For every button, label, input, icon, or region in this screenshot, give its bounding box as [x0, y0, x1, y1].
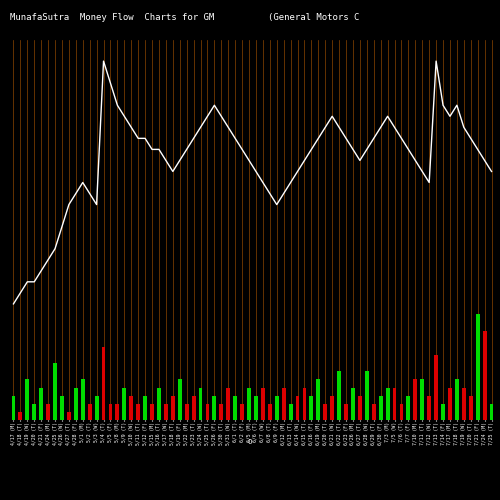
Bar	[178, 380, 182, 420]
Bar	[32, 404, 36, 420]
Bar	[282, 388, 286, 420]
Bar	[358, 396, 362, 420]
Bar	[434, 355, 438, 420]
Bar	[192, 396, 196, 420]
Bar	[157, 388, 161, 420]
Bar	[302, 388, 306, 420]
Bar	[310, 396, 314, 420]
Bar	[324, 404, 327, 420]
Bar	[420, 380, 424, 420]
Bar	[26, 380, 29, 420]
Bar	[482, 330, 486, 420]
Bar	[448, 388, 452, 420]
Bar	[316, 380, 320, 420]
Bar	[185, 404, 188, 420]
Bar	[476, 314, 480, 420]
Bar	[379, 396, 382, 420]
Bar	[365, 372, 368, 420]
Bar	[81, 380, 84, 420]
Text: MunafaSutra  Money Flow  Charts for GM          (General Motors C: MunafaSutra Money Flow Charts for GM (Ge…	[10, 12, 360, 22]
Bar	[220, 404, 223, 420]
Bar	[428, 396, 431, 420]
Bar	[108, 404, 112, 420]
Bar	[372, 404, 376, 420]
Bar	[171, 396, 174, 420]
Bar	[116, 404, 119, 420]
Bar	[344, 404, 348, 420]
Bar	[12, 396, 16, 420]
Text: 0: 0	[248, 440, 252, 446]
Bar	[400, 404, 404, 420]
Bar	[330, 396, 334, 420]
Bar	[67, 412, 71, 420]
Bar	[212, 396, 216, 420]
Bar	[234, 396, 237, 420]
Bar	[455, 380, 459, 420]
Bar	[94, 396, 98, 420]
Bar	[254, 396, 258, 420]
Bar	[74, 388, 78, 420]
Bar	[275, 396, 278, 420]
Bar	[469, 396, 472, 420]
Bar	[53, 363, 57, 420]
Bar	[88, 404, 92, 420]
Bar	[60, 396, 64, 420]
Bar	[240, 404, 244, 420]
Bar	[150, 404, 154, 420]
Bar	[414, 380, 417, 420]
Bar	[337, 372, 341, 420]
Bar	[296, 396, 300, 420]
Bar	[490, 404, 494, 420]
Bar	[247, 388, 251, 420]
Bar	[261, 388, 265, 420]
Bar	[392, 388, 396, 420]
Bar	[386, 388, 390, 420]
Bar	[351, 388, 355, 420]
Bar	[462, 388, 466, 420]
Bar	[268, 404, 272, 420]
Bar	[406, 396, 410, 420]
Bar	[18, 412, 22, 420]
Bar	[164, 404, 168, 420]
Bar	[226, 388, 230, 420]
Bar	[40, 388, 43, 420]
Bar	[198, 388, 202, 420]
Bar	[441, 404, 445, 420]
Bar	[130, 396, 133, 420]
Bar	[122, 388, 126, 420]
Bar	[143, 396, 147, 420]
Bar	[46, 404, 50, 420]
Bar	[102, 347, 105, 420]
Bar	[206, 404, 210, 420]
Bar	[288, 404, 292, 420]
Bar	[136, 404, 140, 420]
